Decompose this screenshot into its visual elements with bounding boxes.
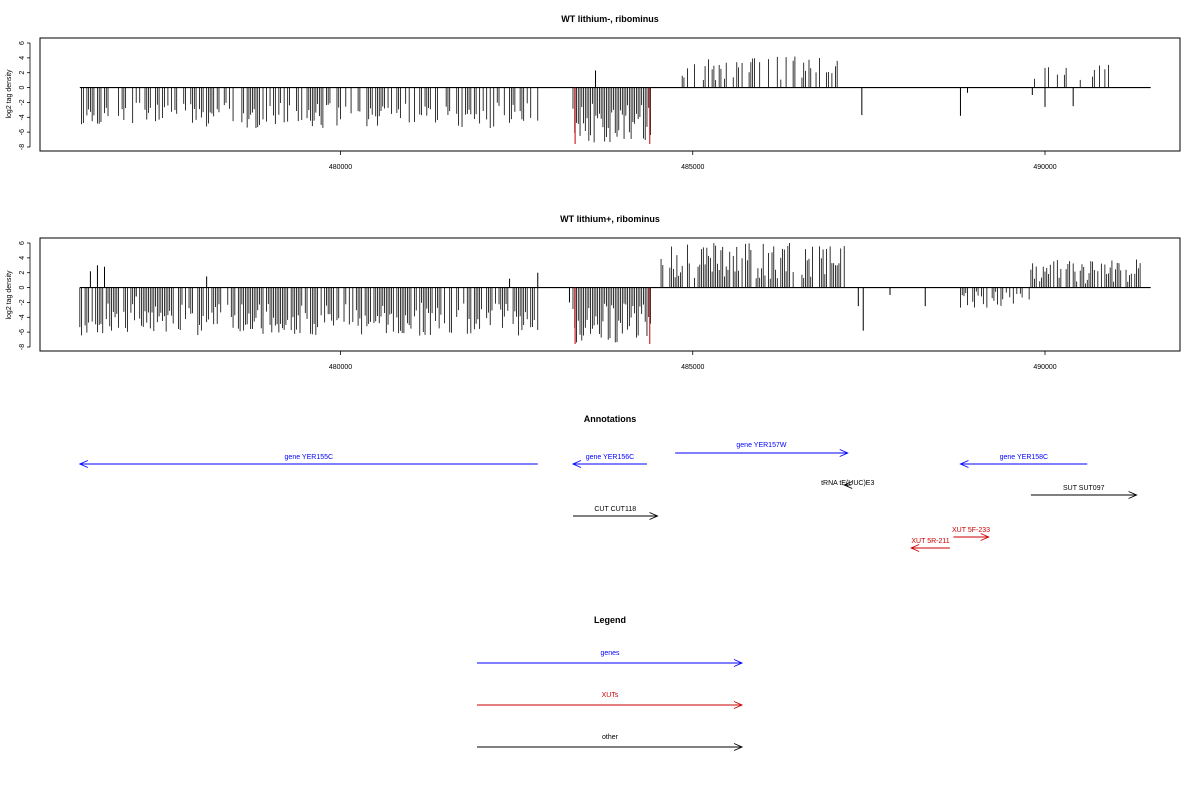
y-axis-label: log2 tag density [6,69,13,119]
annotation-feature: XUT 5F-233 [952,527,990,541]
plot-frame [39,37,1181,152]
annotation-feature: CUT CUT118 [572,506,659,520]
x-tick-label: 480000 [329,164,352,171]
y-tick-label: 2 [19,271,26,275]
feature-arrowhead [733,701,744,709]
feature-arrowhead [959,460,969,468]
annotation-features: gene YER155C gene YER156C gene YER157W gene… [78,442,1138,552]
y-axis: -8 -6 -4 -2 0 2 4 6 [19,41,31,150]
y-tick-label: 6 [19,41,26,45]
x-axis: 480000 485000 490000 [329,151,1057,171]
annotations-track: Annotations gene YER155C gene YER156Cgene… [78,414,1138,552]
plot-frame [39,237,1181,352]
y-tick-label: 4 [19,56,26,60]
annotations-title: Annotations [584,414,637,424]
x-tick-label: 490000 [1033,164,1056,171]
y-tick-label: 0 [19,286,26,290]
feature-arrowhead [733,743,744,751]
feature-arrowhead [843,481,853,489]
feature-label: CUT CUT118 [594,506,636,513]
x-axis: 480000 485000 490000 [329,351,1057,371]
annotation-feature: SUT SUT097 [1030,485,1138,499]
x-tick-label: 480000 [329,364,352,371]
legend-item: XUTs [477,692,744,709]
legend-items: genes XUTs other [477,650,744,751]
feature-arrowhead [910,544,920,552]
y-tick-label: -6 [19,129,26,135]
y-tick-label: 4 [19,256,26,260]
annotation-feature: gene YER158C [959,454,1088,468]
y-tick-label: 6 [19,241,26,245]
density-bars [79,56,1151,145]
legend-label: genes [600,650,620,657]
y-tick-label: 0 [19,86,26,90]
panel-title: WT lithium-, ribominus [561,14,659,24]
annotation-feature: tRNA tE(UUC)E3 [821,480,874,489]
density-bars [79,243,1151,345]
y-tick-label: -2 [19,99,26,105]
feature-label: XUT 5R-211 [911,538,949,545]
feature-label: XUT 5F-233 [952,527,990,534]
feature-label: gene YER158C [1000,454,1049,461]
feature-arrowhead [78,460,89,468]
y-tick-label: -4 [19,114,26,120]
y-tick-label: -4 [19,314,26,320]
legend-title: Legend [594,615,626,625]
feature-arrowhead [839,449,849,457]
feature-arrowhead [571,460,582,468]
x-tick-label: 485000 [681,364,704,371]
annotation-feature: gene YER157W [675,442,849,457]
y-tick-label: -6 [19,329,26,335]
feature-arrowhead [980,533,990,541]
density-panel-lithium-minus: WT lithium-, ribominus log2 tag density … [6,14,1181,171]
feature-arrowhead [1128,491,1138,499]
y-tick-label: -8 [19,344,26,350]
y-tick-label: -8 [19,144,26,150]
feature-arrowhead [649,512,659,520]
feature-label: gene YER156C [586,454,635,461]
y-axis: -8 -6 -4 -2 0 2 4 6 [19,241,31,350]
annotation-feature: gene YER156C [571,454,647,468]
legend-label: other [602,734,619,741]
annotation-feature: XUT 5R-211 [910,538,950,552]
legend: Legend genes XUTs other [477,615,744,751]
y-axis-label: log2 tag density [6,270,13,320]
feature-label: gene YER157W [736,442,786,449]
feature-label: gene YER155C [285,454,334,461]
feature-arrowhead [733,659,744,667]
legend-item: other [477,734,744,751]
panel-title: WT lithium+, ribominus [560,214,660,224]
legend-item: genes [477,650,744,667]
y-tick-label: 2 [19,71,26,75]
feature-label: tRNA tE(UUC)E3 [821,480,874,487]
density-panel-lithium-plus: WT lithium+, ribominus log2 tag density … [6,214,1181,371]
x-tick-label: 485000 [681,164,704,171]
feature-label: SUT SUT097 [1063,485,1105,492]
y-tick-label: -2 [19,299,26,305]
x-tick-label: 490000 [1033,364,1056,371]
legend-label: XUTs [602,692,619,699]
annotation-feature: gene YER155C [78,454,538,468]
